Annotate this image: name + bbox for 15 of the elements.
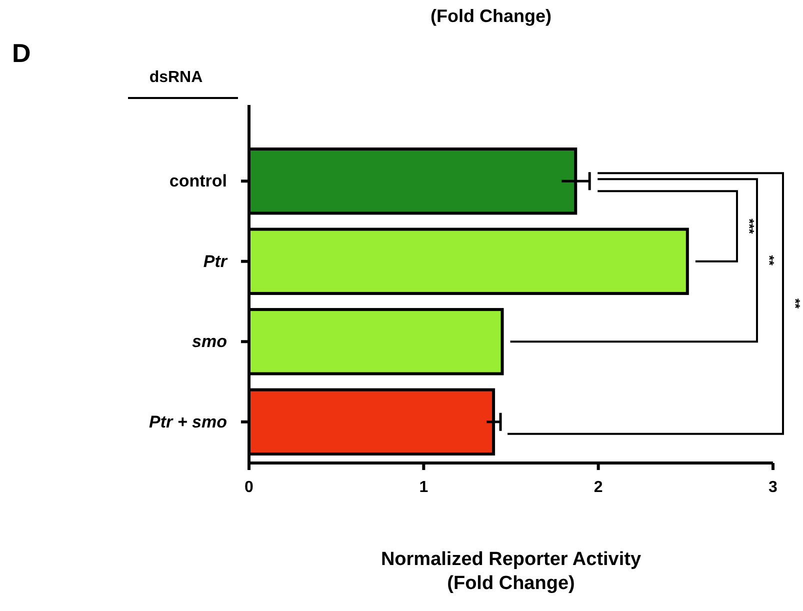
y-tick-label: Ptr (203, 252, 228, 271)
text: (Fold Change) (430, 6, 552, 26)
x-tick-label: 3 (768, 479, 778, 496)
y-tick-label: control (169, 172, 227, 191)
x-axis-title: Normalized Reporter Activity (Fold Change) (380, 549, 642, 594)
text: dsRNA (149, 69, 204, 86)
x-tick-label: 1 (419, 479, 428, 496)
text: ** (788, 298, 803, 310)
text: D (12, 38, 31, 68)
y-tick-label: smo (192, 332, 227, 352)
y-tick-label: Ptr + smo (149, 412, 227, 432)
annotation: *** (742, 218, 757, 235)
x-tick-label: 0 (244, 479, 254, 496)
annotation: ** (762, 255, 777, 266)
x-tick-label: 2 (594, 479, 603, 496)
